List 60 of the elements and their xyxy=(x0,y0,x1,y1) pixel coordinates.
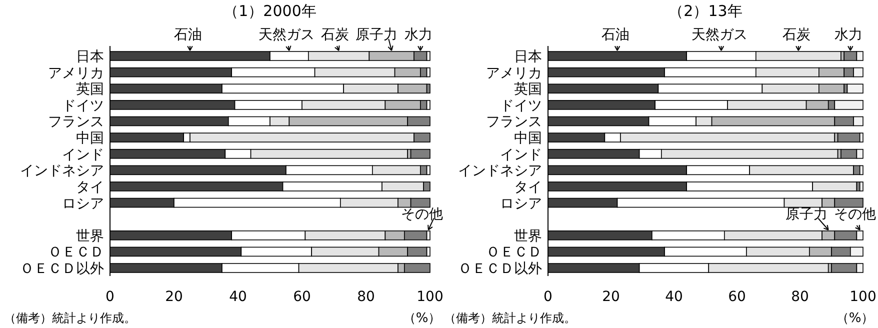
y-tick-label: ドイツ xyxy=(62,98,104,114)
chart-title: （2）13年 xyxy=(668,2,742,20)
x-tick-label: 40 xyxy=(665,289,683,305)
y-tick-label: アメリカ xyxy=(486,65,542,82)
x-tick-label: 80 xyxy=(791,289,809,305)
chart-title: （1）2000年 xyxy=(224,2,316,20)
x-tick-label: 0 xyxy=(106,289,114,305)
y-tick-label: フランス xyxy=(486,114,542,130)
y-tick-label: 日本 xyxy=(514,49,542,65)
x-tick-label: 20 xyxy=(165,289,183,305)
series-label: 天然ガス xyxy=(258,27,314,43)
y-tick-label: ロシア xyxy=(500,196,542,212)
y-tick-label: タイ xyxy=(76,179,104,196)
x-tick-label: 100 xyxy=(850,289,876,305)
y-tick-label: アメリカ xyxy=(48,65,104,82)
legend-label: その他 xyxy=(834,206,876,222)
x-tick-label: 0 xyxy=(544,289,552,305)
series-label: その他 xyxy=(400,206,443,222)
bar xyxy=(410,148,430,159)
x-tick-label: 60 xyxy=(293,289,311,305)
series-label: 天然ガス xyxy=(691,27,748,43)
x-tick-label: 80 xyxy=(357,289,375,305)
y-tick-label: ロシア xyxy=(62,196,104,212)
series-label: 石油 xyxy=(174,27,202,43)
y-tick-label: ドイツ xyxy=(500,98,542,114)
legend-label: 水力 xyxy=(404,27,432,43)
x-tick-label: 60 xyxy=(728,289,746,305)
series-label: 石炭 xyxy=(782,27,810,43)
y-tick-label: 世界 xyxy=(514,228,542,244)
x-tick-label: 100 xyxy=(416,289,444,305)
y-tick-label: 中国 xyxy=(514,130,542,147)
series-label: 水力 xyxy=(834,27,862,43)
y-tick-label: インド xyxy=(500,146,542,163)
bar xyxy=(846,84,864,94)
bar xyxy=(859,182,864,192)
y-tick-label: タイ xyxy=(514,179,542,196)
x-axis-title: （%） xyxy=(402,311,442,326)
y-tick-label: 世界 xyxy=(76,228,104,244)
series-label: 原子力 xyxy=(785,206,828,222)
y-tick-label: ＯＥＣＤ以外 xyxy=(20,261,104,277)
y-tick-label: ＯＥＣＤ xyxy=(486,244,542,261)
y-tick-label: ＯＥＣＤ xyxy=(48,244,104,261)
text: （備考）統計より作成。 xyxy=(4,311,136,325)
y-tick-label: インド xyxy=(62,146,104,163)
x-axis-title: （%） xyxy=(836,311,874,326)
y-tick-label: 英国 xyxy=(76,82,104,98)
y-tick-label: インドネシア xyxy=(20,163,104,180)
y-tick-label: 日本 xyxy=(76,49,104,65)
series-label: 原子力 xyxy=(356,27,398,43)
y-tick-label: ＯＥＣＤ以外 xyxy=(458,261,542,277)
y-tick-label: インドネシア xyxy=(458,163,542,180)
x-tick-label: 40 xyxy=(229,289,247,305)
series-label: 石炭 xyxy=(320,27,349,43)
series-label: 石油 xyxy=(601,27,630,43)
y-tick-label: 英国 xyxy=(514,82,542,98)
text: （備考）統計より作成。 xyxy=(444,311,576,325)
y-tick-label: 中国 xyxy=(76,130,104,147)
x-tick-label: 20 xyxy=(602,289,620,305)
y-tick-label: フランス xyxy=(48,114,104,130)
bar xyxy=(837,132,860,142)
